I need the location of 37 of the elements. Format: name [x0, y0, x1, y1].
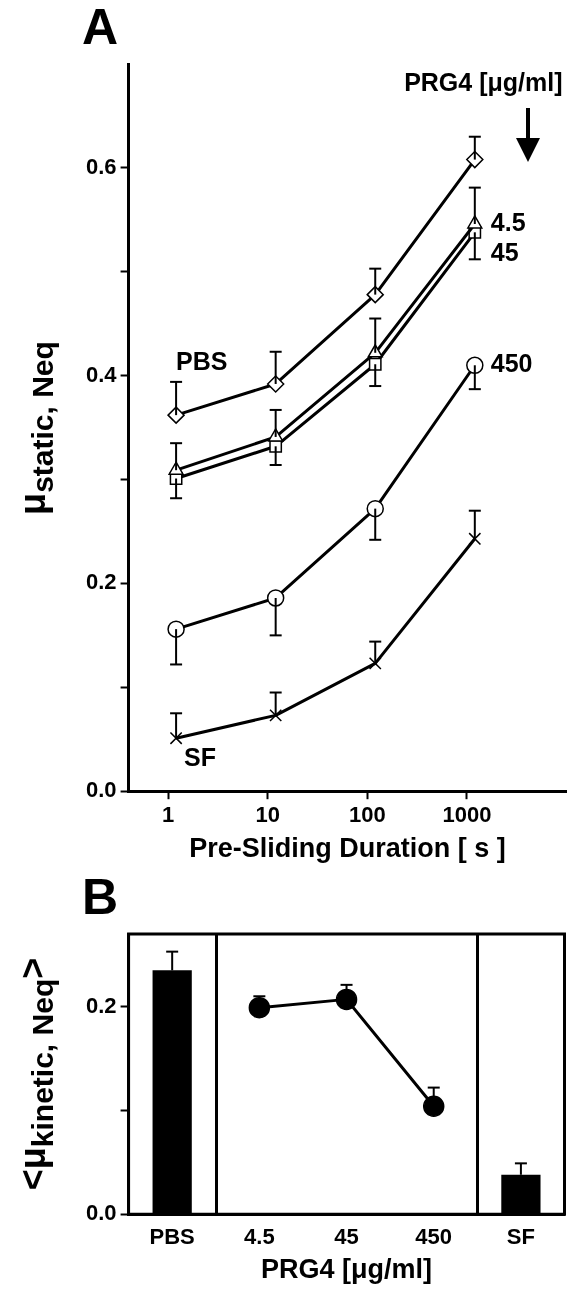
- series-label: PBS: [176, 346, 228, 375]
- y-tick-label: 0.0: [85, 1200, 117, 1226]
- y-tick-label: 0.2: [85, 569, 117, 595]
- x-tick-label: 1000: [442, 802, 492, 828]
- series-label: 45: [490, 237, 519, 266]
- x-tick-label: PBS: [149, 1224, 195, 1250]
- y-tick-label: 0.6: [85, 153, 117, 179]
- x-tick-label: 450: [415, 1224, 453, 1250]
- y-tick-label: 0.0: [85, 777, 117, 803]
- point: [335, 988, 358, 1011]
- series-label: SF: [184, 742, 217, 771]
- series-label: 4.5: [490, 207, 526, 236]
- chart-title: B: [82, 868, 119, 925]
- x-axis-title: Pre-Sliding Duration [ s ]: [189, 833, 506, 864]
- point: [422, 1095, 445, 1118]
- point: [368, 357, 382, 371]
- annotation: PRG4 [μg/ml]: [404, 68, 563, 97]
- x-tick-label: 1: [162, 802, 175, 828]
- point: [167, 620, 185, 638]
- chart-title: A: [82, 0, 119, 55]
- point: [368, 657, 382, 670]
- y-tick-label: 0.2: [85, 992, 117, 1018]
- x-axis-title: PRG4 [μg/ml]: [261, 1254, 433, 1285]
- y-tick-label: 0.4: [85, 361, 118, 387]
- point: [466, 356, 484, 375]
- point: [248, 996, 271, 1019]
- x-tick-label: 10: [255, 802, 281, 828]
- point: [468, 532, 482, 546]
- point: [366, 499, 384, 518]
- x-tick-label: 4.5: [244, 1224, 275, 1250]
- x-tick-label: 45: [334, 1224, 359, 1250]
- series-label: 450: [490, 349, 533, 378]
- point: [269, 708, 283, 722]
- point: [266, 589, 285, 607]
- x-tick-label: SF: [506, 1224, 535, 1250]
- point: [169, 731, 183, 745]
- x-tick-label: 100: [348, 802, 386, 828]
